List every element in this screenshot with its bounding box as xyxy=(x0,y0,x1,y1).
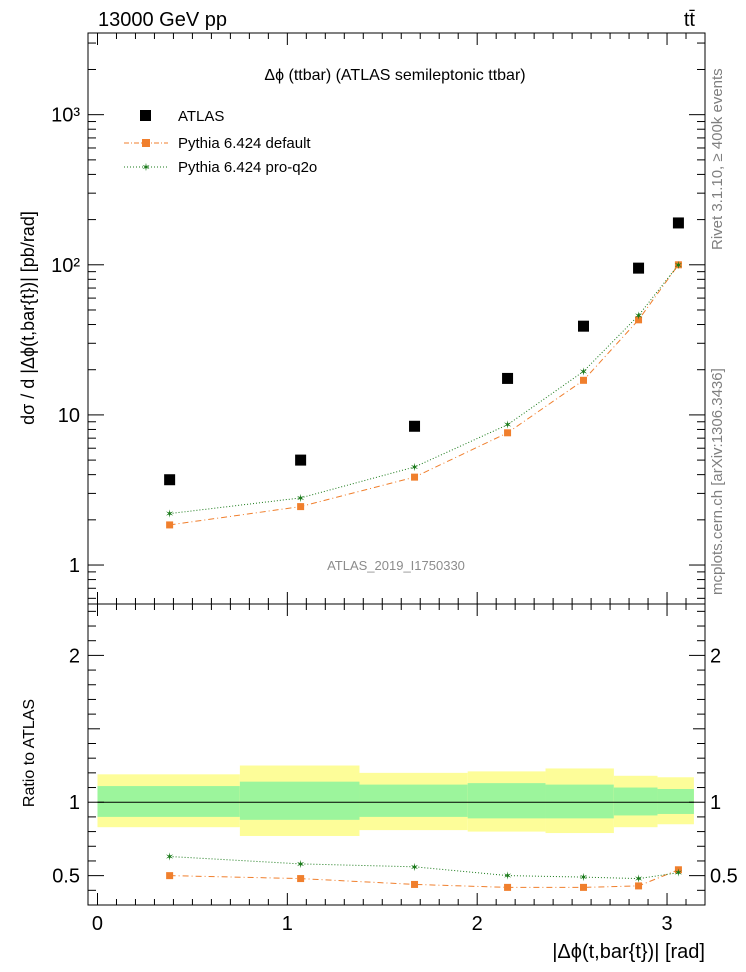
ratio-series-line xyxy=(169,869,679,888)
ratio-ticks xyxy=(88,604,706,905)
ratio-default-point xyxy=(635,882,643,890)
ratio-inner-band xyxy=(613,787,658,816)
ratio-proq2o-point: ✶ xyxy=(165,852,174,864)
main-y-tick-label: 10³ xyxy=(51,105,80,127)
ratio-default-point xyxy=(166,872,174,880)
ratio-frame xyxy=(87,603,706,906)
pythia-default-point xyxy=(411,473,419,481)
pythia-default-point xyxy=(635,316,643,324)
rivet-version-label: Rivet 3.1.10, ≥ 400k events xyxy=(709,68,726,250)
ratio-default-point xyxy=(674,866,682,874)
atlas-data-point xyxy=(633,262,645,274)
ratio-series-points: ✶ ✶ ✶ ✶ ✶ ✶ ✶ xyxy=(165,852,683,891)
ratio-proq2o-point: ✶ xyxy=(410,862,419,874)
main-y-axis-label: dσ / d |Δϕ(t,bar{t})| [pb/rad] xyxy=(18,211,38,425)
ratio-proq2o-point: ✶ xyxy=(674,868,683,880)
atlas-data-point xyxy=(409,420,421,432)
legend-proq2o-marker: ✶ xyxy=(141,162,150,174)
main-ticks xyxy=(88,33,706,604)
legend: ATLAS Pythia 6.424 default ✶ Pythia 6.42… xyxy=(124,108,317,176)
ratio-inner-band xyxy=(97,786,240,817)
pythia-proq2o-point: ✶ xyxy=(165,509,174,521)
x-axis-label: |Δϕ(t,bar{t})| [rad] xyxy=(552,941,705,963)
header-process-label: tt̄ xyxy=(684,9,696,31)
legend-proq2o-label: Pythia 6.424 pro-q2o xyxy=(178,159,317,176)
ratio-inner-band xyxy=(657,789,694,814)
pythia-proq2o-point: ✶ xyxy=(296,493,305,505)
main-series-line xyxy=(169,264,679,526)
legend-atlas-label: ATLAS xyxy=(178,108,224,125)
atlas-data-point xyxy=(577,320,589,332)
ratio-proq2o-point: ✶ xyxy=(296,859,305,871)
atlas-data-point xyxy=(502,372,514,384)
main-panel: 1 10 10² 10³ Δϕ (ttbar) (ATLAS semileptonic… xyxy=(18,32,706,605)
main-y-tick-labels: 1 10 10² 10³ xyxy=(51,105,80,577)
ratio-x-tick-label: 2 xyxy=(472,913,483,935)
ratio-proq2o-point: ✶ xyxy=(579,872,588,884)
main-series-points: ✶ ✶ ✶ ✶ ✶ ✶ ✶ xyxy=(164,217,684,529)
ratio-proq2o-point: ✶ xyxy=(634,874,643,886)
ratio-series-lines xyxy=(169,856,679,888)
legend-atlas-marker xyxy=(140,110,151,121)
main-y-tick-label: 1 xyxy=(69,555,80,577)
main-y-tick-label: 10 xyxy=(58,405,80,427)
analysis-watermark: ATLAS_2019_I1750330 xyxy=(327,558,465,573)
main-series-line xyxy=(169,264,679,515)
main-y-tick-label: 10² xyxy=(51,255,80,277)
ratio-y-tick-label-right: 0.5 xyxy=(710,866,738,888)
legend-default-marker xyxy=(142,139,150,147)
pythia-default-point xyxy=(297,503,305,511)
ratio-y-tick-label-right: 2 xyxy=(710,645,721,667)
pythia-proq2o-point: ✶ xyxy=(674,260,683,272)
ratio-inner-band xyxy=(239,781,360,820)
ratio-x-tick-label: 3 xyxy=(661,913,672,935)
pythia-proq2o-point: ✶ xyxy=(579,366,588,378)
legend-default-label: Pythia 6.424 default xyxy=(178,135,311,152)
pythia-default-point xyxy=(166,521,174,529)
ratio-x-tick-labels: 0 1 2 3 xyxy=(92,913,673,935)
main-series-lines xyxy=(169,264,679,526)
ratio-series-line xyxy=(169,856,679,880)
mcplots-label: mcplots.cern.ch [arXiv:1306.3436] xyxy=(709,368,726,595)
ratio-y-tick-labels: 0.5 0.5 1 1 2 2 xyxy=(52,645,738,887)
atlas-data-point xyxy=(672,217,684,229)
ratio-default-point xyxy=(411,880,419,888)
pythia-proq2o-point: ✶ xyxy=(410,462,419,474)
ratio-default-point xyxy=(297,875,305,883)
ratio-proq2o-point: ✶ xyxy=(503,871,512,883)
ratio-y-tick-label-left: 1 xyxy=(69,792,80,814)
atlas-data-point xyxy=(164,474,176,486)
ratio-y-axis-label: Ratio to ATLAS xyxy=(21,699,38,807)
ratio-default-point xyxy=(504,883,512,891)
ratio-y-tick-label-left: 2 xyxy=(69,645,80,667)
ratio-y-tick-label-left: 0.5 xyxy=(52,866,80,888)
pythia-default-point xyxy=(579,376,587,384)
pythia-proq2o-point: ✶ xyxy=(634,310,643,322)
chart-title: Δϕ (ttbar) (ATLAS semileptonic ttbar) xyxy=(264,67,525,84)
ratio-inner-band xyxy=(545,784,614,819)
pythia-default-point xyxy=(504,429,512,437)
ratio-default-point xyxy=(579,883,587,891)
ratio-uncertainty-bands xyxy=(97,765,694,836)
header-energy-label: 13000 GeV pp xyxy=(98,9,227,31)
ratio-x-tick-label: 1 xyxy=(282,913,293,935)
ratio-inner-band xyxy=(359,784,468,817)
ratio-y-tick-label-right: 1 xyxy=(710,792,721,814)
atlas-data-point xyxy=(295,454,307,466)
ratio-panel: 0.5 0.5 1 1 2 2 0 1 2 3 Ratio to ATLAS |Δϕ(t,bar… xyxy=(21,603,738,963)
ratio-x-tick-label: 0 xyxy=(92,913,103,935)
pythia-proq2o-point: ✶ xyxy=(503,420,512,432)
pythia-default-point xyxy=(674,261,682,269)
ratio-inner-band xyxy=(467,783,546,819)
